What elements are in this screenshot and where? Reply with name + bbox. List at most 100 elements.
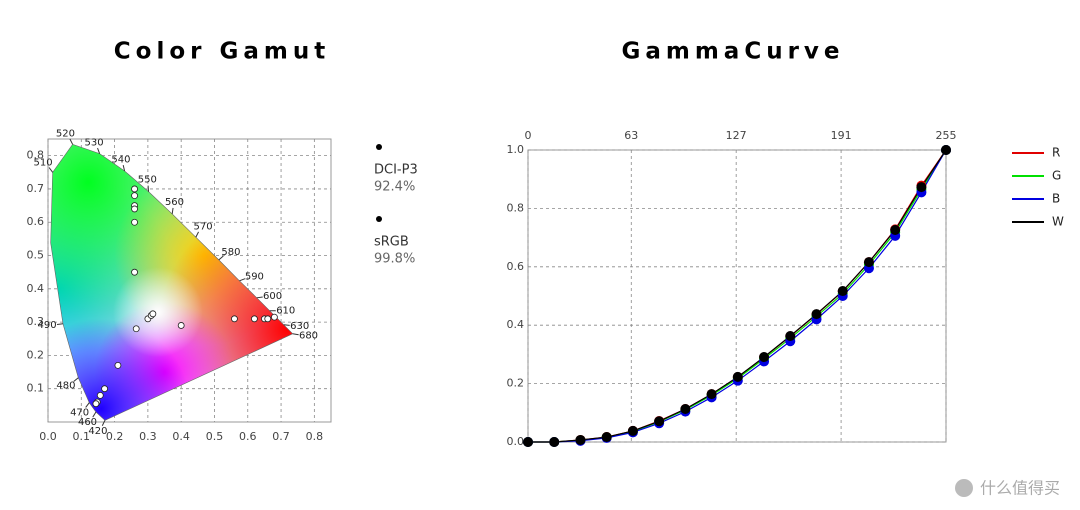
wavelength-tick (69, 138, 74, 145)
measure-point (251, 315, 258, 323)
wavelength-label: 420 (88, 426, 107, 437)
legend-label: G (1052, 169, 1061, 183)
standard-name: sRGB (374, 235, 409, 250)
x-tick-label: 0 (525, 129, 532, 142)
y-tick-label: 0.1 (27, 382, 45, 395)
wavelength-tick (92, 411, 97, 418)
plot-frame (527, 149, 947, 443)
series-marker (941, 145, 951, 155)
series-line (528, 149, 947, 443)
y-tick-label: 0.5 (27, 249, 45, 262)
measure-point (114, 361, 122, 369)
measure-point (101, 385, 108, 393)
spectral-locus (50, 143, 294, 421)
series-line (528, 149, 947, 443)
wavelength-tick (283, 324, 290, 326)
y-tick-label: 0.6 (27, 215, 45, 228)
series-marker (601, 432, 612, 443)
wavelength-tick (195, 231, 199, 238)
y-tick-label: 0.4 (27, 282, 45, 295)
series-marker (654, 416, 665, 427)
series-marker (863, 257, 874, 268)
y-tick-label: 0.4 (507, 318, 525, 331)
series-marker (706, 389, 717, 400)
wavelength-label: 600 (263, 291, 282, 302)
series-line (528, 149, 947, 443)
legend-label: B (1052, 192, 1060, 206)
measure-point (149, 310, 157, 318)
gamut-title: Color Gamut (114, 39, 330, 65)
legend-dot (376, 144, 382, 150)
wavelength-tick (97, 147, 101, 154)
series-marker (523, 437, 533, 447)
measure-point (270, 313, 278, 321)
standard-name: DCI-P3 (374, 163, 418, 178)
measure-point (92, 400, 100, 408)
series-marker (916, 182, 927, 193)
x-tick-label: 191 (831, 129, 852, 142)
legend-dot (376, 216, 382, 222)
measure-point (264, 315, 272, 323)
coverage-label: 92.4% (374, 180, 415, 195)
wavelength-label: 520 (56, 129, 75, 140)
measure-point (231, 315, 238, 323)
y-tick-label: 0.0 (507, 435, 525, 448)
wavelength-tick (48, 167, 54, 173)
x-tick-label: 0.4 (172, 430, 190, 443)
x-tick-label: 0.2 (106, 430, 124, 443)
x-tick-label: 0.7 (272, 430, 290, 443)
x-tick-label: 0.5 (206, 430, 224, 443)
x-tick-label: 0.3 (139, 430, 157, 443)
wavelength-tick (256, 296, 263, 299)
wavelength-label: 590 (245, 272, 264, 283)
y-tick-label: 0.2 (507, 377, 525, 390)
wavelength-label: 490 (38, 320, 57, 331)
gamut-gradient (112, 267, 203, 358)
watermark: 什么值得买 (980, 479, 1060, 498)
wavelength-label: 580 (221, 247, 240, 258)
wavelength-tick (85, 402, 90, 408)
y-tick-label: 1.0 (507, 143, 525, 156)
x-tick-label: 0.1 (73, 430, 91, 443)
wavelength-label: 510 (33, 158, 52, 169)
measure-point (131, 268, 138, 276)
y-tick-label: 0.6 (507, 260, 525, 273)
wavelength-tick (218, 255, 224, 261)
legend-label: R (1052, 146, 1060, 160)
y-tick-label: 0.2 (27, 348, 45, 361)
series-marker (837, 286, 848, 297)
x-tick-label: 0.8 (306, 430, 324, 443)
x-tick-label: 0.0 (39, 430, 57, 443)
wavelength-label: 680 (299, 331, 318, 342)
wavelength-tick (73, 377, 79, 382)
gamma-title: GammaCurve (621, 39, 844, 65)
series-marker (680, 404, 691, 415)
x-tick-label: 127 (726, 129, 747, 142)
plot-frame (47, 138, 332, 423)
measure-point (132, 325, 140, 333)
wavelength-tick (56, 323, 64, 326)
wavelength-label: 530 (85, 137, 104, 148)
wavelength-label: 560 (165, 197, 184, 208)
series-marker (890, 225, 901, 236)
series-line (528, 149, 947, 443)
wavelength-tick (101, 420, 106, 426)
measure-point (131, 218, 138, 226)
coverage-label: 99.8% (374, 252, 415, 267)
series-marker (811, 309, 822, 320)
series-marker (759, 352, 770, 363)
wavelength-label: 470 (70, 407, 89, 418)
measure-point (96, 391, 104, 399)
x-tick-label: 0.6 (239, 430, 257, 443)
watermark-icon (955, 479, 973, 497)
wavelength-label: 610 (276, 306, 295, 317)
y-tick-label: 0.7 (27, 182, 45, 195)
wavelength-tick (239, 278, 246, 282)
x-tick-label: 63 (624, 129, 638, 142)
wavelength-tick (292, 333, 299, 336)
wavelength-label: 480 (56, 380, 75, 391)
y-tick-label: 0.8 (507, 201, 525, 214)
y-tick-label: 0.8 (27, 149, 45, 162)
series-marker (785, 331, 796, 342)
series-marker (627, 425, 638, 436)
